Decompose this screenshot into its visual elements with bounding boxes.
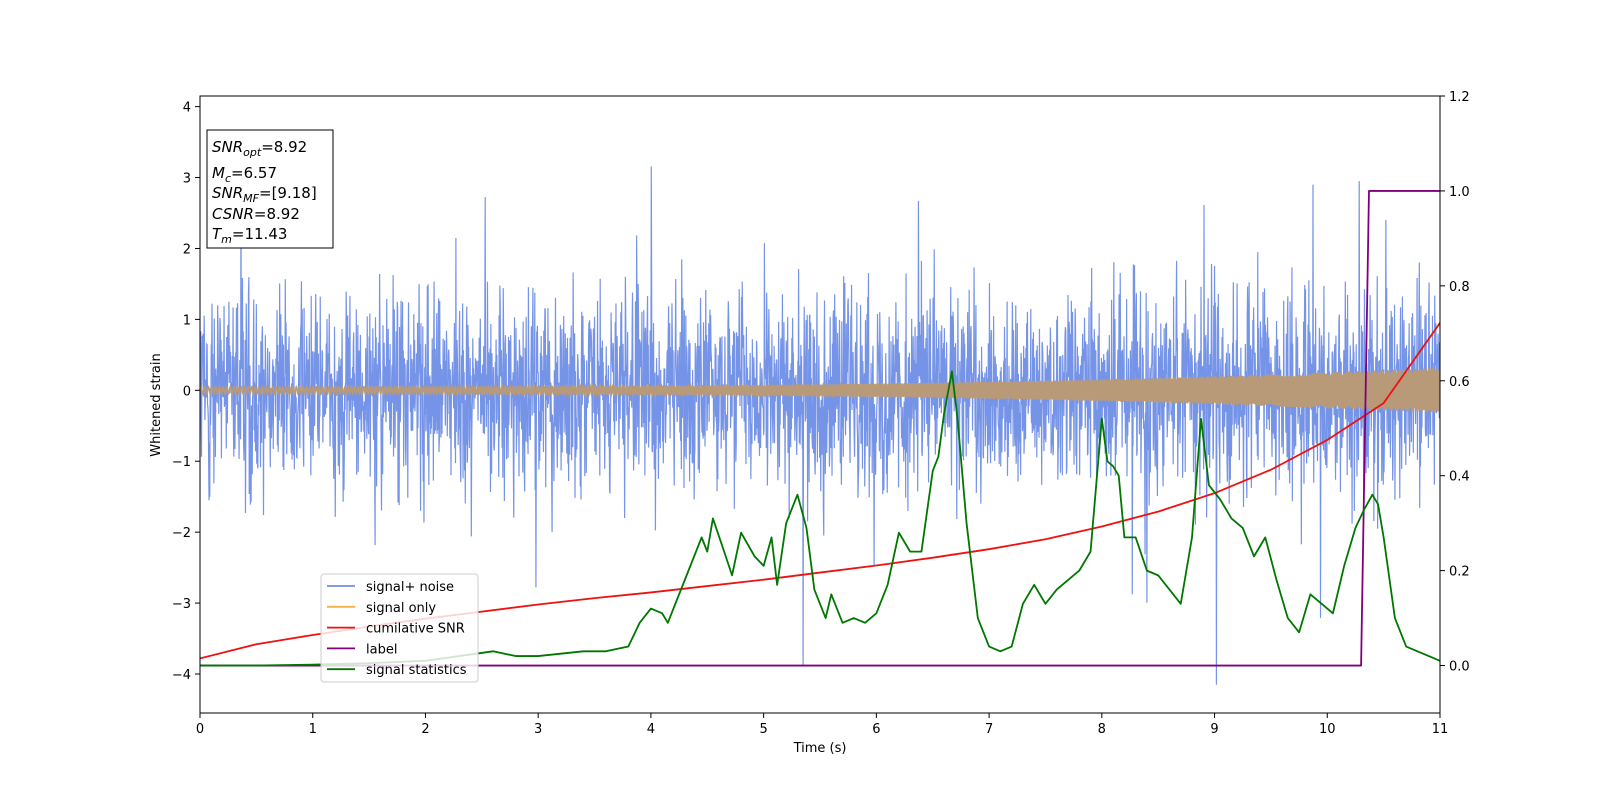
info-box-line: CSNR=8.92 — [212, 205, 300, 223]
y-left-tick-label: 2 — [183, 242, 191, 257]
y-right-tick-label: 0.6 — [1449, 375, 1470, 390]
y-right-tick-label: 1.2 — [1449, 90, 1470, 105]
x-tick-label: 0 — [196, 722, 204, 737]
y-right-tick-label: 0.8 — [1449, 280, 1470, 295]
series-signal-only-line — [200, 367, 1440, 413]
info-box-line: SNRMF=[9.18] — [212, 184, 317, 205]
x-tick-label: 1 — [309, 722, 317, 737]
x-tick-label: 3 — [534, 722, 542, 737]
x-tick-label: 6 — [872, 722, 880, 737]
x-tick-label: 8 — [1098, 722, 1106, 737]
y-left-tick-label: −3 — [172, 597, 191, 612]
y-axis-left: −4 −3 −2 −1 0 1 2 3 4 — [172, 101, 200, 683]
y-right-tick-label: 0.2 — [1449, 565, 1470, 580]
x-axis: 0 1 2 3 4 5 6 7 8 9 10 11 — [196, 713, 1448, 737]
plot-frame — [199, 95, 1441, 714]
y-right-tick-label: 0.4 — [1449, 470, 1470, 485]
y-left-tick-label: 3 — [183, 172, 191, 187]
legend-frame — [320, 573, 479, 683]
x-tick-label: 2 — [421, 722, 429, 737]
series-signal-statistics-line — [200, 370, 1440, 667]
info-box-frame — [206, 129, 334, 249]
info-box-line: SNRopt=8.92 — [212, 138, 307, 159]
y-left-tick-label: 0 — [183, 384, 191, 399]
y-left-tick-label: −1 — [172, 455, 191, 470]
y-right-tick-label: 0.0 — [1449, 660, 1470, 675]
series-label-line — [200, 190, 1440, 667]
y-left-tick-label: 4 — [183, 101, 191, 116]
y-left-tick-label: −4 — [172, 668, 191, 683]
legend-label: signal+ noise — [366, 580, 454, 595]
x-tick-label: 10 — [1319, 722, 1336, 737]
x-axis-label: Time (s) — [793, 741, 847, 756]
x-tick-label: 5 — [759, 722, 767, 737]
y-axis-label: Whitened strain — [149, 353, 164, 456]
x-tick-label: 9 — [1210, 722, 1218, 737]
x-tick-label: 11 — [1432, 722, 1449, 737]
y-axis-right: 0.0 0.2 0.4 0.6 0.8 1.0 1.2 — [1440, 90, 1470, 675]
info-box-line: Tm=11.43 — [212, 225, 287, 246]
legend-label: signal only — [366, 601, 436, 616]
y-left-tick-label: 1 — [183, 313, 191, 328]
legend: signal+ noise signal only cumilative SNR la… — [320, 573, 479, 683]
x-tick-label: 4 — [647, 722, 655, 737]
legend-label: cumilative SNR — [366, 622, 465, 637]
legend-label: signal statistics — [366, 663, 467, 678]
legend-label: label — [366, 642, 397, 657]
info-box-line: Mc=6.57 — [212, 164, 277, 185]
y-left-tick-label: −2 — [172, 526, 191, 541]
y-right-tick-label: 1.0 — [1449, 185, 1470, 200]
x-tick-label: 7 — [985, 722, 993, 737]
